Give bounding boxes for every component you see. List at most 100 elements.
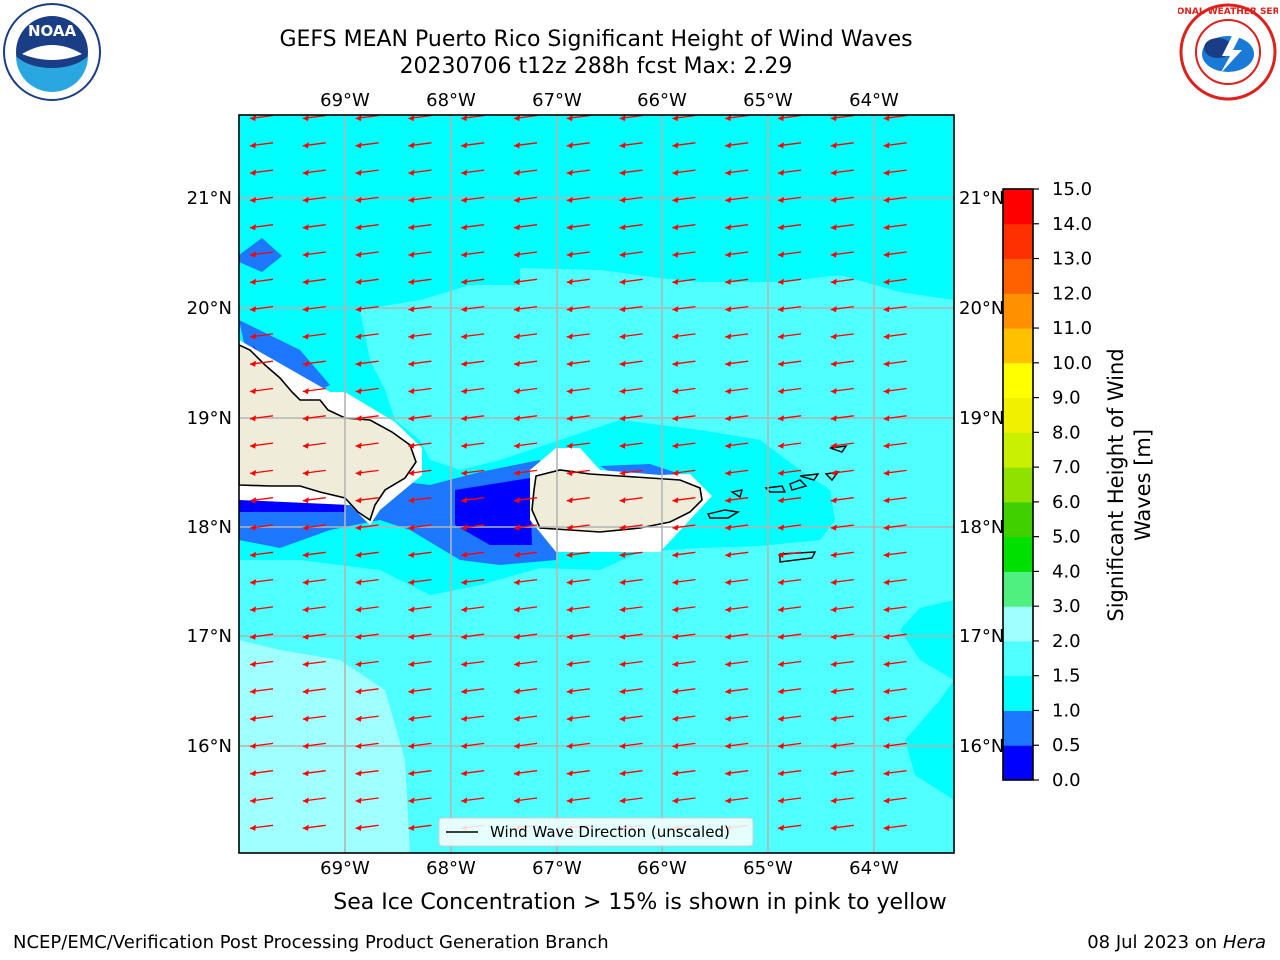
wave-direction-arrowhead	[566, 442, 573, 449]
wave-direction-arrowhead	[408, 169, 415, 176]
wave-direction-arrowhead	[250, 497, 256, 504]
colorbar-segment	[1003, 710, 1033, 746]
colorbar-segment	[1003, 362, 1033, 399]
wave-direction-arrowhead	[619, 333, 626, 340]
wave-direction-arrowhead	[778, 633, 784, 640]
wave-direction-arrowhead	[619, 497, 626, 504]
island-st-croix	[779, 551, 817, 563]
wave-direction-arrowhead	[830, 306, 837, 313]
wave-direction-arrowhead	[355, 824, 362, 831]
wave-direction-arrowhead	[408, 770, 415, 777]
wave-direction-arrowhead	[619, 579, 626, 586]
wave-direction-arrowhead	[883, 142, 890, 149]
wave-direction-arrowhead	[408, 551, 415, 558]
wave-direction-arrowhead	[355, 524, 362, 531]
wave-direction-arrowhead	[830, 442, 837, 449]
wave-direction-arrowhead	[619, 469, 626, 476]
wave-direction-arrowhead	[461, 306, 468, 313]
wave-direction-arrowhead	[461, 715, 468, 722]
wave-direction-arrowhead	[725, 169, 732, 176]
lat-label-left: 21°N	[187, 188, 232, 209]
lat-label-left: 19°N	[187, 408, 232, 429]
colorbar-tick-label: 0.0	[1052, 770, 1081, 791]
colorbar-tick-label: 11.0	[1052, 318, 1092, 339]
wave-direction-arrowhead	[250, 278, 256, 285]
wave-direction-arrowhead	[566, 142, 573, 149]
wave-direction-arrowhead	[883, 333, 890, 340]
wave-direction-arrowhead	[355, 360, 362, 367]
wave-direction-arrowhead	[778, 415, 784, 422]
wave-direction-arrowhead	[514, 388, 520, 395]
wave-direction-arrowhead	[461, 688, 468, 695]
wave-direction-arrowhead	[302, 251, 309, 258]
colorbar-segment	[1003, 397, 1033, 433]
wave-direction-arrowhead	[408, 115, 415, 122]
wave-direction-arrowhead	[725, 360, 732, 367]
wave-direction-arrowhead	[461, 497, 468, 504]
wave-direction-arrowhead	[672, 551, 679, 558]
wave-direction-arrowhead	[408, 661, 415, 668]
wave-direction-arrowhead	[778, 115, 784, 122]
wave-direction-arrowhead	[883, 415, 890, 422]
wave-direction-arrowhead	[778, 196, 784, 203]
lat-labels-right: 21°N 20°N 19°N 18°N 17°N 16°N	[959, 188, 1004, 757]
wave-direction-arrowhead	[302, 415, 309, 422]
wave-direction-arrowhead	[619, 306, 626, 313]
land-hispaniola	[239, 344, 417, 522]
wave-direction-arrowhead	[355, 442, 362, 449]
wave-direction-arrowhead	[778, 224, 784, 231]
wave-direction-arrowhead	[355, 797, 362, 804]
wave-direction-arrowhead	[250, 360, 256, 367]
wave-direction-arrowhead	[514, 770, 520, 777]
wave-direction-arrowhead	[619, 770, 626, 777]
wave-direction-arrowhead	[250, 251, 256, 258]
wave-direction-arrowhead	[566, 224, 573, 231]
colorbar-tick-label: 0.5	[1052, 735, 1081, 756]
wave-direction-arrowhead	[461, 633, 468, 640]
wave-direction-arrowhead	[725, 579, 732, 586]
wave-direction-arrowhead	[883, 360, 890, 367]
wave-field-1.5-2.0	[239, 268, 954, 853]
wave-direction-arrowhead	[672, 770, 679, 777]
wave-direction-arrowhead	[672, 360, 679, 367]
wave-direction-arrowhead	[250, 715, 256, 722]
wave-direction-arrowhead	[514, 633, 520, 640]
wave-direction-arrowhead	[883, 388, 890, 395]
wave-direction-arrowhead	[778, 469, 784, 476]
wave-direction-arrowhead	[830, 661, 837, 668]
wave-direction-arrowhead	[619, 715, 626, 722]
wave-direction-arrowhead	[408, 688, 415, 695]
wave-direction-arrowhead	[830, 115, 837, 122]
wave-direction-arrowhead	[830, 524, 837, 531]
wave-direction-arrowhead	[461, 661, 468, 668]
wave-direction-arrowhead	[725, 415, 732, 422]
colorbar-tick-label: 10.0	[1052, 353, 1092, 374]
wave-direction-arrowhead	[778, 142, 784, 149]
wave-direction-arrowhead	[566, 551, 573, 558]
lat-label-right: 19°N	[959, 408, 1004, 429]
wave-direction-arrowhead	[566, 797, 573, 804]
wave-direction-arrowhead	[408, 196, 415, 203]
colorbar-tick-label: 9.0	[1052, 388, 1081, 409]
wave-field-0.5-1.0-north	[239, 238, 282, 272]
wave-direction-arrowhead	[725, 715, 732, 722]
wave-direction-arrowhead	[302, 388, 309, 395]
noaa-logo-text: NOAA	[28, 22, 77, 40]
wave-direction-arrowhead	[778, 169, 784, 176]
wave-direction-arrowhead	[302, 824, 309, 831]
wave-direction-arrowhead	[514, 251, 520, 258]
wave-direction-arrowhead	[672, 306, 679, 313]
wave-direction-arrowhead	[461, 415, 468, 422]
colorbar-tick-label: 13.0	[1052, 249, 1092, 270]
wave-direction-arrowhead	[514, 442, 520, 449]
wave-direction-arrowhead	[672, 797, 679, 804]
legend-label: Wind Wave Direction (unscaled)	[490, 823, 730, 841]
wave-direction-arrowhead	[619, 142, 626, 149]
wave-direction-arrowhead	[725, 497, 732, 504]
wave-direction-arrowhead	[778, 742, 784, 749]
lon-label-bottom: 66°W	[637, 858, 687, 879]
wave-direction-arrowhead	[566, 115, 573, 122]
wave-direction-arrowhead	[883, 824, 890, 831]
wave-direction-arrowhead	[778, 661, 784, 668]
